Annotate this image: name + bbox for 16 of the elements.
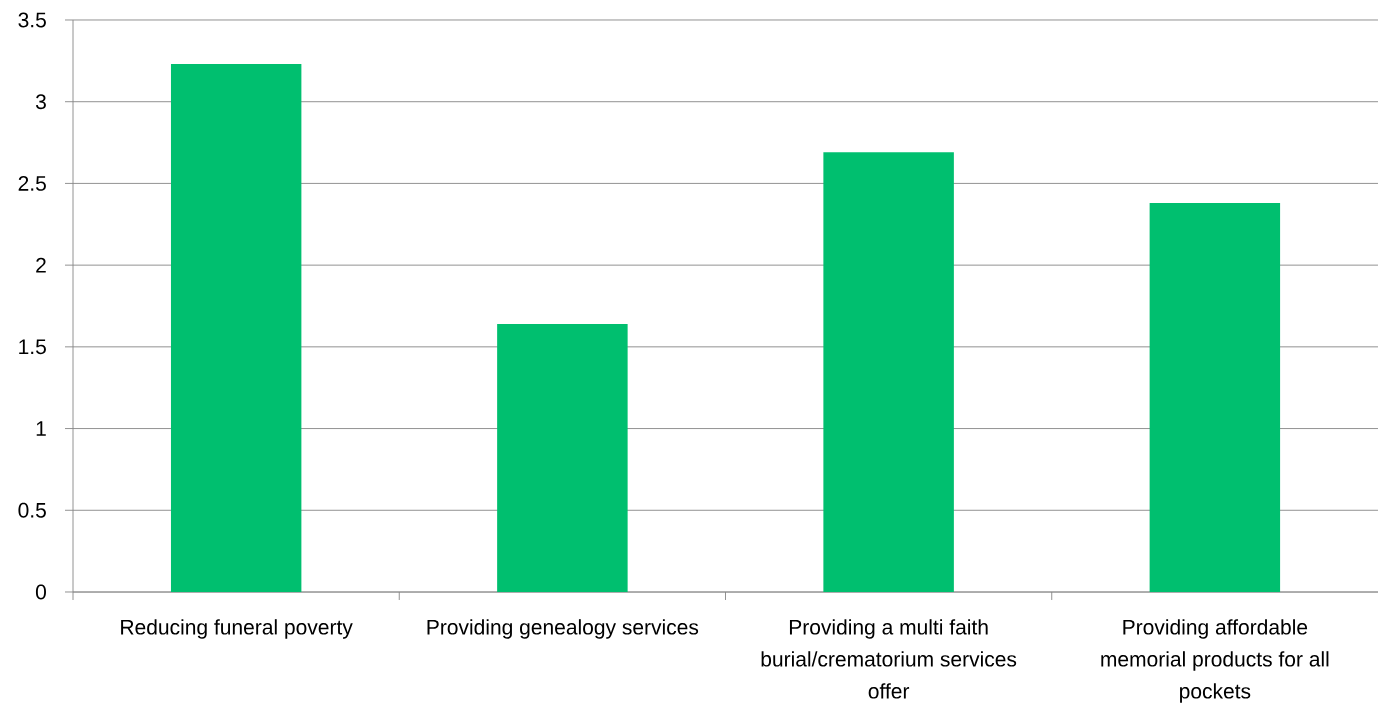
y-tick-label: 2 [36, 257, 46, 273]
bar [170, 64, 302, 592]
bar [497, 323, 628, 592]
y-tick-label: 2.5 [18, 175, 46, 191]
y-tick-label: 1.5 [19, 339, 46, 355]
y-tick-label: 3 [35, 94, 46, 110]
bar [823, 152, 954, 592]
x-tick-label: Providing affordable memorial products for all pockets [1101, 619, 1329, 703]
x-tick-label: Providing genealogy services [427, 619, 699, 639]
x-tick-label: Reducing funeral poverty [121, 619, 353, 639]
y-tick-label: 1 [36, 421, 46, 436]
x-tick-label: Providing a multi faith burial/crematorium services offer [761, 619, 1017, 699]
bar [1149, 203, 1281, 592]
y-tick-label: 0 [35, 584, 46, 600]
y-tick-label: 0.5 [18, 502, 46, 518]
y-tick-label: 3.5 [18, 12, 46, 28]
